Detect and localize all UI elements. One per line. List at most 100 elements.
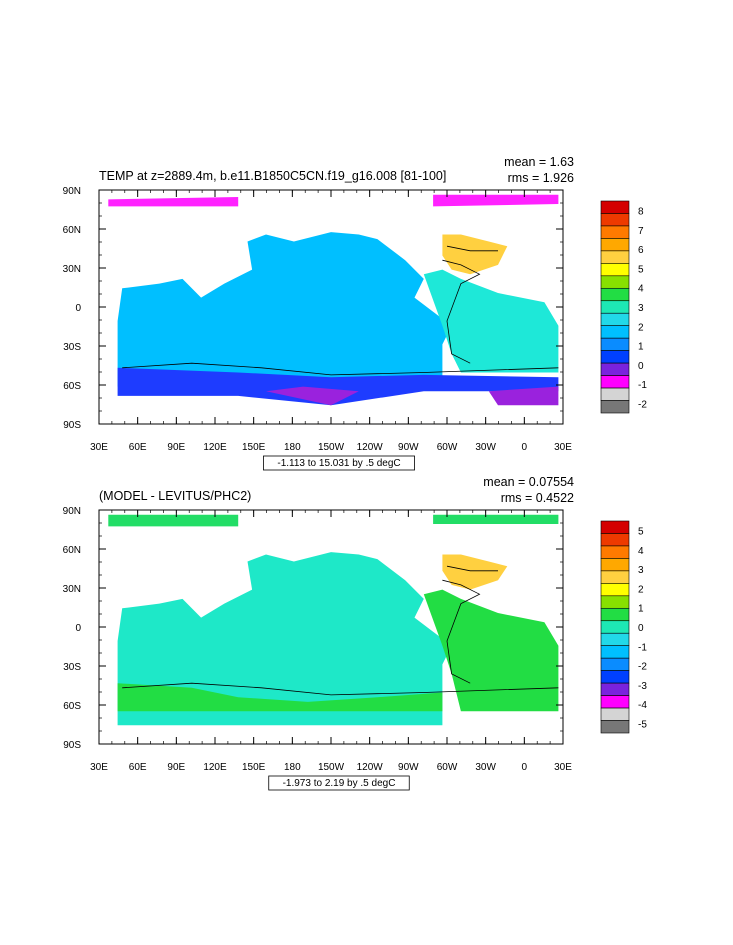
xtick-label: 60W (437, 442, 458, 453)
colorbar-swatch (600, 387, 630, 401)
colorbar-label: 7 (638, 226, 644, 237)
contour-line (122, 362, 559, 376)
region-pacific-indian-deep (117, 232, 452, 387)
colorbar-swatch (600, 375, 630, 389)
xtick-label: 30W (475, 762, 496, 773)
xtick-label: 30E (554, 442, 572, 453)
region-antarctic-margin (266, 386, 359, 406)
xtick-label: 30E (90, 762, 108, 773)
xtick-label: 0 (522, 442, 528, 453)
xtick-label: 90W (398, 762, 419, 773)
colorbar-swatch (600, 570, 630, 584)
range-label: -1.113 to 15.031 by .5 degC (277, 458, 400, 469)
colorbar-swatch (600, 238, 630, 252)
colorbar-label: -2 (638, 662, 647, 673)
region-arctic-band (433, 514, 559, 524)
region-atlantic-deep (423, 269, 559, 373)
xtick-label: 120W (357, 442, 384, 453)
colorbar-label: 5 (638, 264, 644, 275)
region-arctic-band (108, 514, 239, 527)
ytick-label: 90N (63, 506, 81, 517)
ytick-label: 90S (63, 420, 81, 431)
colorbar-label: 5 (638, 527, 644, 538)
xtick-label: 60E (129, 442, 147, 453)
colorbar-swatch (600, 632, 630, 647)
colorbar-swatch (600, 620, 630, 634)
panel-temperature: TEMP at z=2889.4m, b.e11.B1850C5CN.f19_g… (63, 155, 647, 471)
range-label-box (268, 775, 410, 791)
colorbar-swatch (600, 325, 630, 339)
colorbar-swatch (600, 520, 630, 534)
colorbar-swatch (600, 312, 630, 327)
region-antarctic-margin (488, 386, 559, 406)
colorbar-swatch (600, 263, 630, 277)
colorbar-swatch (600, 657, 630, 671)
region-southern-ocean (117, 683, 443, 712)
colorbar-label: -1 (638, 380, 647, 391)
xtick-label: 180 (284, 762, 301, 773)
colorbar-swatch (600, 533, 630, 547)
xtick-label: 30E (554, 762, 572, 773)
colorbar-swatch (600, 670, 630, 684)
colorbar-label: -5 (638, 719, 647, 730)
colorbar-label: 0 (638, 623, 644, 634)
xtick-label: 120E (203, 762, 227, 773)
xtick-label: 150E (242, 442, 266, 453)
colorbar-label: 3 (638, 303, 644, 314)
colorbar-label: 4 (638, 546, 644, 557)
xtick-label: 60W (437, 762, 458, 773)
contour-line (122, 682, 559, 696)
colorbar-swatch (600, 707, 630, 721)
colorbar-swatch (600, 545, 630, 559)
ytick-label: 30S (63, 662, 81, 673)
xtick-label: 90E (167, 762, 185, 773)
colorbar-label: 0 (638, 361, 644, 372)
colorbar-swatch (600, 682, 630, 696)
xtick-label: 30E (90, 442, 108, 453)
colorbar-swatch (600, 558, 630, 572)
colorbar-label: 3 (638, 565, 644, 576)
colorbar-swatch (600, 400, 630, 414)
colorbar-swatch (600, 583, 630, 597)
chart-title: TEMP at z=2889.4m, b.e11.B1850C5CN.f19_g… (99, 169, 446, 183)
colorbar-swatch (600, 695, 630, 709)
ytick-label: 90N (63, 186, 81, 197)
colorbar-label: 2 (638, 322, 644, 333)
colorbar-swatch (600, 350, 630, 364)
colorbar-swatch (600, 607, 630, 622)
ytick-label: 60N (63, 545, 81, 556)
ytick-label: 60N (63, 225, 81, 236)
xtick-label: 30W (475, 442, 496, 453)
region-atlantic-deep (423, 589, 559, 712)
colorbar-label: -3 (638, 681, 647, 692)
ytick-label: 60S (63, 381, 81, 392)
colorbar-swatch (600, 362, 630, 376)
colorbar-swatch (600, 200, 630, 214)
colorbar-label: -4 (638, 700, 647, 711)
colorbar-label: 4 (638, 284, 644, 295)
xtick-label: 0 (522, 762, 528, 773)
contour-line (442, 259, 481, 364)
ytick-label: 0 (75, 623, 81, 634)
ytick-label: 30N (63, 584, 81, 595)
rms-label: rms = 0.4522 (501, 491, 574, 505)
colorbar-swatch (600, 595, 630, 609)
colorbar-label: 1 (638, 342, 644, 353)
xtick-label: 120E (203, 442, 227, 453)
xtick-label: 120W (357, 762, 384, 773)
ytick-label: 60S (63, 701, 81, 712)
colorbar-swatch (600, 287, 630, 302)
chart-title: (MODEL - LEVITUS/PHC2) (99, 489, 251, 503)
colorbar-label: -2 (638, 399, 647, 410)
mean-label: mean = 0.07554 (483, 475, 574, 489)
colorbar-label: 6 (638, 245, 644, 256)
xtick-label: 150E (242, 762, 266, 773)
xtick-label: 60E (129, 762, 147, 773)
contour-line (442, 579, 481, 684)
ytick-label: 30N (63, 264, 81, 275)
colorbar-swatch (600, 250, 630, 264)
colorbar-label: -1 (638, 642, 647, 653)
panel-model-minus-levitus: (MODEL - LEVITUS/PHC2) mean = 0.07554 rms … (63, 475, 647, 791)
colorbar-swatch (600, 275, 630, 289)
